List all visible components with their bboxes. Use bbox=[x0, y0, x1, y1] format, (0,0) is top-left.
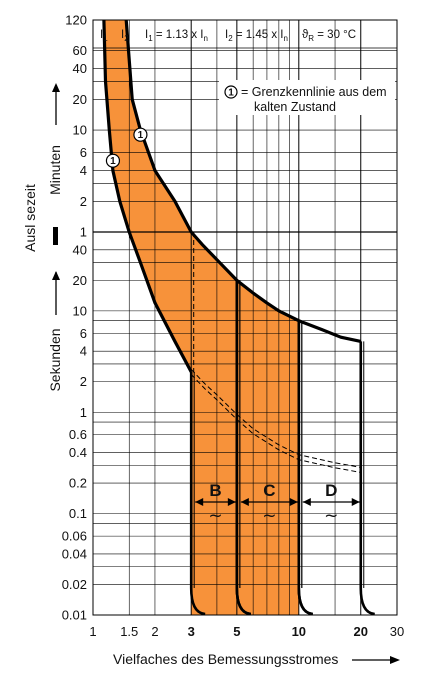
header-i1-definition: I1 = 1.13 x In bbox=[145, 29, 208, 43]
header-i2: I2 bbox=[121, 29, 129, 43]
x-tick-labels: 1 1.5 2 3 5 10 20 30 bbox=[89, 624, 404, 639]
y-tick-seconds: 0.6 bbox=[69, 427, 87, 442]
curve-markers: 11 bbox=[105, 127, 148, 168]
y-axis-labels: Ausl sezeit Minuten Sekunden bbox=[22, 83, 63, 392]
plot-frame bbox=[92, 19, 398, 616]
band-boundary-hook bbox=[235, 587, 252, 615]
y-tick-minutes: 1 bbox=[80, 225, 87, 240]
y-tick-seconds: 4 bbox=[80, 344, 87, 359]
upper-limit-curve bbox=[124, 20, 362, 343]
curve-marker-number: 1 bbox=[110, 156, 116, 167]
annotation-box: 1 = Grenzkennlinie aus dem kalten Zustan… bbox=[219, 80, 395, 115]
band-d-ac-symbol: ~ bbox=[324, 506, 338, 526]
x-axis-title: Vielfaches des Bemessungsstromes bbox=[113, 651, 338, 667]
lower-dashed-curve-b bbox=[190, 374, 361, 473]
curve-marker-number: 1 bbox=[138, 130, 144, 141]
x-tick: 5 bbox=[233, 624, 240, 639]
y-tick-seconds: 20 bbox=[73, 273, 87, 288]
cold-state-marker-icon bbox=[224, 85, 238, 99]
lower-limit-curve bbox=[102, 20, 193, 373]
y-tick-seconds: 40 bbox=[73, 242, 87, 257]
grid-lines bbox=[92, 19, 398, 616]
y-tick-seconds: 0.04 bbox=[62, 546, 87, 561]
header-ambient-temperature: ϑR = 30 °C bbox=[302, 29, 356, 43]
y-tick-seconds: 0.4 bbox=[69, 445, 87, 460]
band-boundary-hook bbox=[297, 587, 314, 615]
y-tick-minutes: 20 bbox=[73, 92, 87, 107]
band-c-ac-symbol: ~ bbox=[262, 506, 276, 526]
annotation-marker-number: 1 bbox=[228, 88, 234, 99]
y-tick-seconds: 0.01 bbox=[62, 608, 87, 623]
x-tick: 1.5 bbox=[120, 624, 138, 639]
x-tick: 30 bbox=[390, 624, 404, 639]
y-tick-seconds: 0.02 bbox=[62, 577, 87, 592]
y-tick-seconds: 10 bbox=[73, 303, 87, 318]
x-tick: 2 bbox=[151, 624, 158, 639]
arrow-left-icon bbox=[302, 498, 311, 506]
lower-dashed-curve-a bbox=[190, 369, 361, 468]
y-tick-minutes: 2 bbox=[80, 194, 87, 209]
y-tick-seconds: 0.06 bbox=[62, 529, 87, 544]
header-i2-definition: I2 = 1.45 x In bbox=[225, 29, 288, 43]
header-row: I1 I2 I1 = 1.13 x In I2 = 1.45 x In ϑR =… bbox=[100, 29, 356, 43]
x-tick: 3 bbox=[188, 624, 195, 639]
y-tick-seconds: 0.1 bbox=[69, 506, 87, 521]
band-b-ac-symbol: ~ bbox=[208, 506, 222, 526]
arrow-left-icon bbox=[195, 498, 204, 506]
band-d-fill bbox=[298, 320, 361, 615]
x-tick: 10 bbox=[292, 624, 306, 639]
x-axis-arrow-right-icon bbox=[390, 656, 400, 664]
y-tick-minutes: 10 bbox=[73, 123, 87, 138]
minute-second-divider bbox=[53, 227, 58, 245]
arrow-right-icon bbox=[351, 498, 360, 506]
y-tick-minutes: 4 bbox=[80, 163, 87, 178]
header-i1: I1 bbox=[100, 29, 108, 43]
arrow-right-icon bbox=[289, 498, 298, 506]
band-d-label: D bbox=[325, 481, 337, 500]
y-tick-seconds: 2 bbox=[80, 374, 87, 389]
y-tick-seconds: 6 bbox=[80, 326, 87, 341]
band-c-label: C bbox=[263, 481, 275, 500]
arrow-left-icon bbox=[240, 498, 249, 506]
y-tick-labels: 120 60 40 20 10 6 4 2 1 40 20 10 6 4 2 1 0.6 0.4 0.2 0.1 0.0… bbox=[62, 13, 87, 623]
annotation-line-1: = Grenzkennlinie aus dem bbox=[241, 85, 387, 99]
curve-marker-icon bbox=[133, 127, 148, 142]
band-boundary-hook bbox=[189, 587, 206, 615]
curve-marker-icon bbox=[105, 153, 121, 168]
y-tick-seconds: 1 bbox=[80, 405, 87, 420]
y-tick-minutes: 120 bbox=[65, 13, 87, 28]
annotation-background bbox=[219, 80, 395, 115]
minutes-arrow-up-icon bbox=[52, 83, 60, 92]
band-boundary-hook bbox=[359, 587, 375, 615]
annotation-line-2: kalten Zustand bbox=[254, 100, 336, 114]
y-tick-minutes: 6 bbox=[80, 145, 87, 160]
y-axis-title: Ausl sezeit bbox=[22, 184, 38, 252]
band-b-fill bbox=[191, 232, 237, 615]
x-axis-label-group: Vielfaches des Bemessungsstromes bbox=[113, 651, 400, 667]
x-tick: 1 bbox=[89, 624, 96, 639]
band-labels: B ~ C ~ D ~ bbox=[195, 481, 360, 526]
y-tick-minutes: 40 bbox=[73, 61, 87, 76]
x-tick: 20 bbox=[354, 624, 368, 639]
y-axis-seconds-label: Sekunden bbox=[47, 328, 63, 391]
limit-curves bbox=[102, 20, 375, 615]
y-tick-minutes: 60 bbox=[73, 43, 87, 58]
y-tick-seconds: 0.2 bbox=[69, 476, 87, 491]
y-axis-minutes-label: Minuten bbox=[47, 145, 63, 195]
band-b-label: B bbox=[209, 481, 221, 500]
arrow-right-icon bbox=[227, 498, 236, 506]
seconds-arrow-up-icon bbox=[52, 271, 60, 280]
tolerance-band-fill bbox=[103, 20, 192, 372]
